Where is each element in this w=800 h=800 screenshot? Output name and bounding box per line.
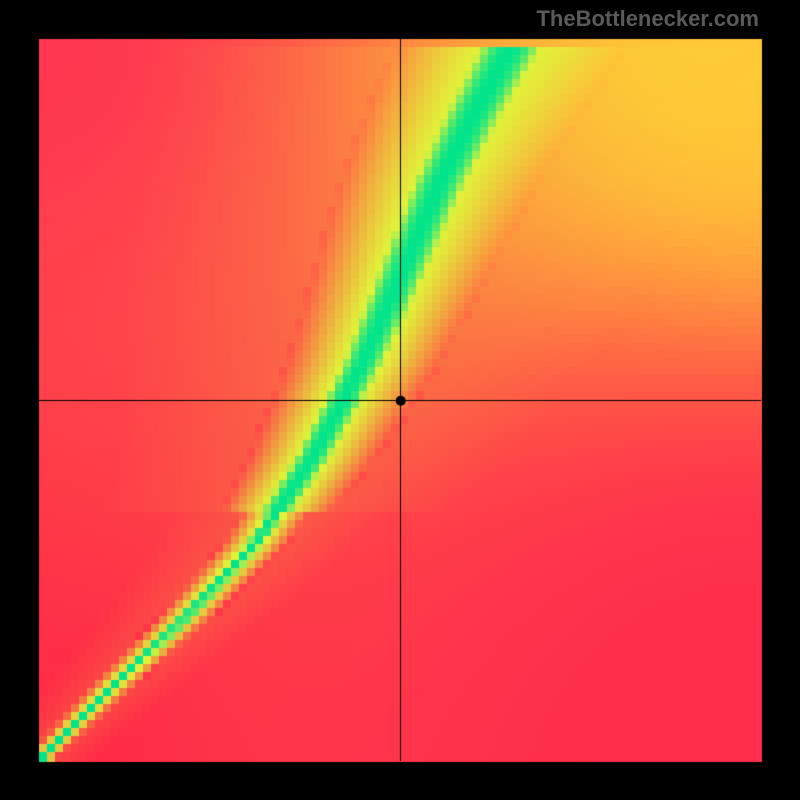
heatmap-canvas [0,0,800,800]
chart-stage: TheBottlenecker.com [0,0,800,800]
attribution-label: TheBottlenecker.com [536,6,759,32]
